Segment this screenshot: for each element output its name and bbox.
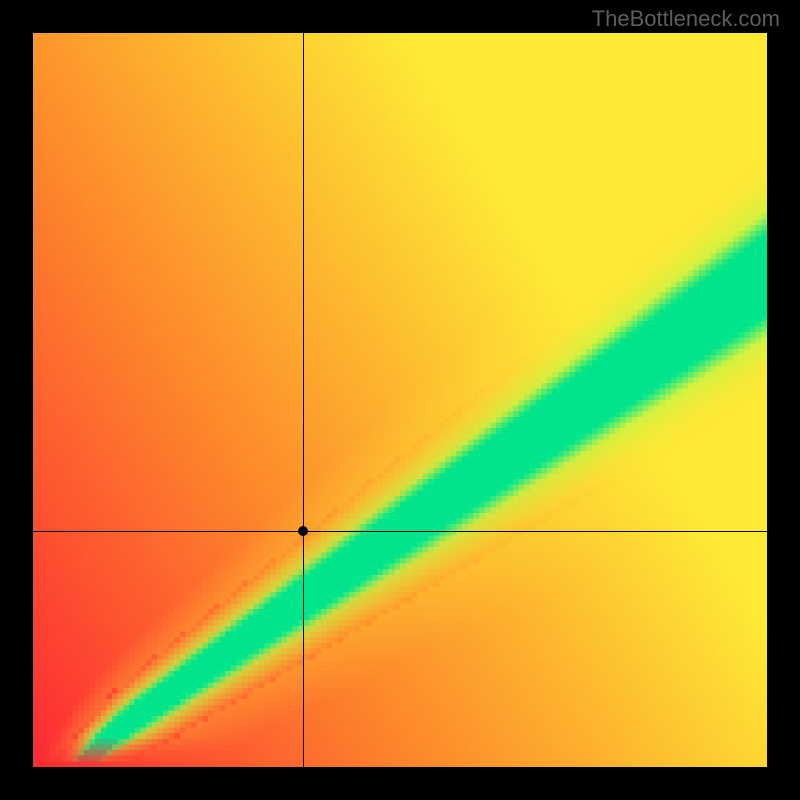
crosshair-marker bbox=[298, 526, 308, 536]
watermark-text: TheBottleneck.com bbox=[592, 6, 780, 32]
chart-frame: TheBottleneck.com bbox=[0, 0, 800, 800]
plot-area bbox=[33, 33, 767, 767]
crosshair-vertical bbox=[303, 33, 304, 767]
heatmap-canvas bbox=[33, 33, 767, 767]
crosshair-horizontal bbox=[33, 531, 767, 532]
